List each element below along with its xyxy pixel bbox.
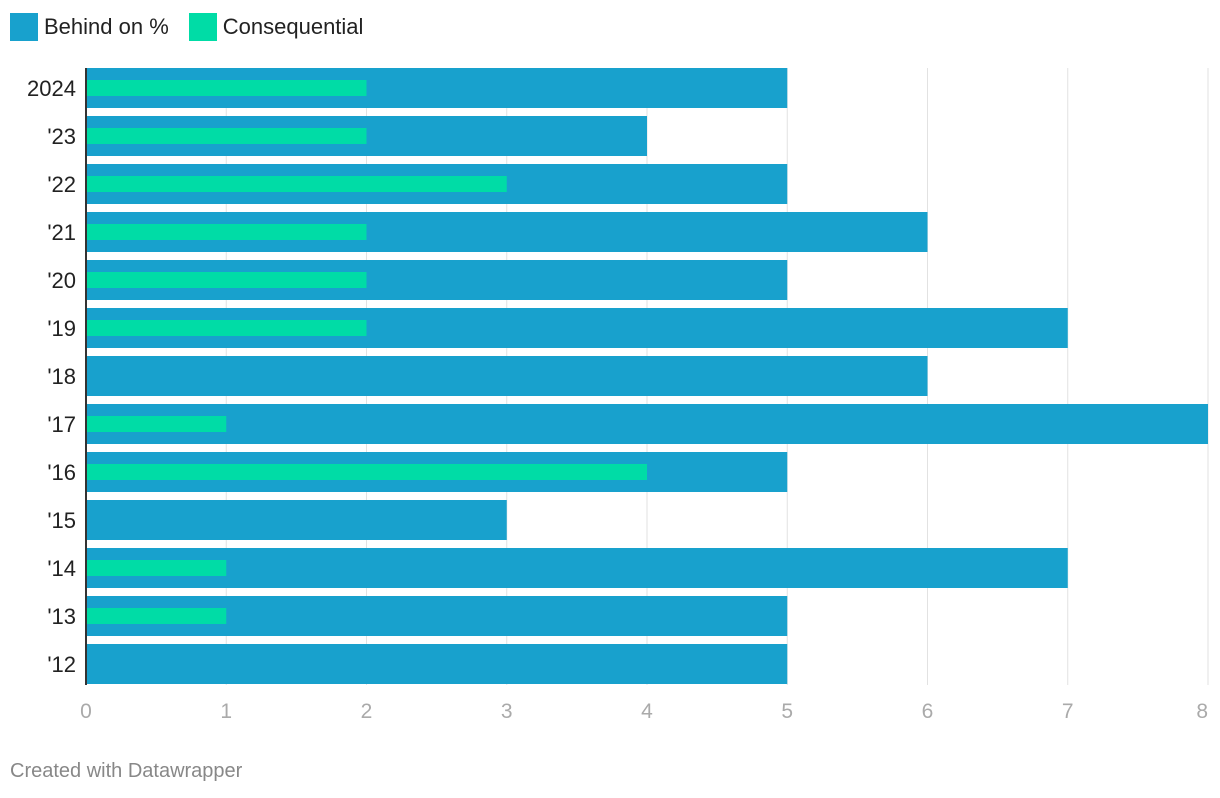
bar-consequential-5	[86, 320, 367, 336]
x-tick-label-3: 3	[501, 700, 513, 723]
bar-consequential-10	[86, 560, 227, 576]
category-label-6: '18	[47, 364, 76, 389]
bar-behind-6	[86, 356, 928, 396]
category-label-9: '15	[47, 508, 76, 533]
category-label-3: '21	[47, 220, 76, 245]
bar-behind-12	[86, 644, 788, 684]
legend-label-behind: Behind on %	[44, 14, 169, 39]
bar-consequential-2	[86, 176, 507, 192]
x-tick-label-8: 8	[1196, 700, 1208, 723]
category-label-12: '12	[47, 652, 76, 677]
bar-consequential-7	[86, 416, 227, 432]
bar-behind-7	[86, 404, 1208, 444]
x-tick-label-5: 5	[781, 700, 793, 723]
bar-consequential-3	[86, 224, 367, 240]
legend-item-consequential: Consequential	[188, 13, 364, 41]
legend-swatch-behind	[10, 13, 38, 41]
legend-swatch-consequential	[188, 13, 217, 41]
category-label-11: '13	[47, 604, 76, 629]
category-label-0: 2024	[27, 76, 76, 101]
bar-consequential-0	[86, 80, 367, 96]
x-tick-label-1: 1	[220, 700, 232, 723]
x-tick-label-7: 7	[1062, 700, 1074, 723]
x-tick-label-2: 2	[361, 700, 373, 723]
x-tick-label-0: 0	[80, 700, 92, 723]
category-label-7: '17	[47, 412, 76, 437]
category-label-2: '22	[47, 172, 76, 197]
legend: Behind on % Consequential	[10, 12, 383, 42]
category-label-1: '23	[47, 124, 76, 149]
bar-consequential-11	[86, 608, 227, 624]
legend-label-consequential: Consequential	[222, 14, 364, 39]
bar-chart: 2024 '23 '22 '21 '20 '19 '18 '17 '16 '15 '14 '13 '12…	[27, 68, 1209, 723]
footer-credit: Created with Datawrapper	[10, 760, 243, 782]
bar-behind-9	[86, 500, 507, 540]
category-label-4: '20	[47, 268, 76, 293]
category-label-10: '14	[47, 556, 76, 581]
category-label-5: '19	[47, 316, 76, 341]
legend-item-behind: Behind on %	[10, 13, 169, 41]
category-label-8: '16	[47, 460, 76, 485]
bar-consequential-4	[86, 272, 367, 288]
x-tick-label-4: 4	[641, 700, 653, 723]
bar-consequential-1	[86, 128, 367, 144]
x-tick-label-6: 6	[922, 700, 934, 723]
bar-behind-10	[86, 548, 1068, 588]
bar-consequential-8	[86, 464, 647, 480]
